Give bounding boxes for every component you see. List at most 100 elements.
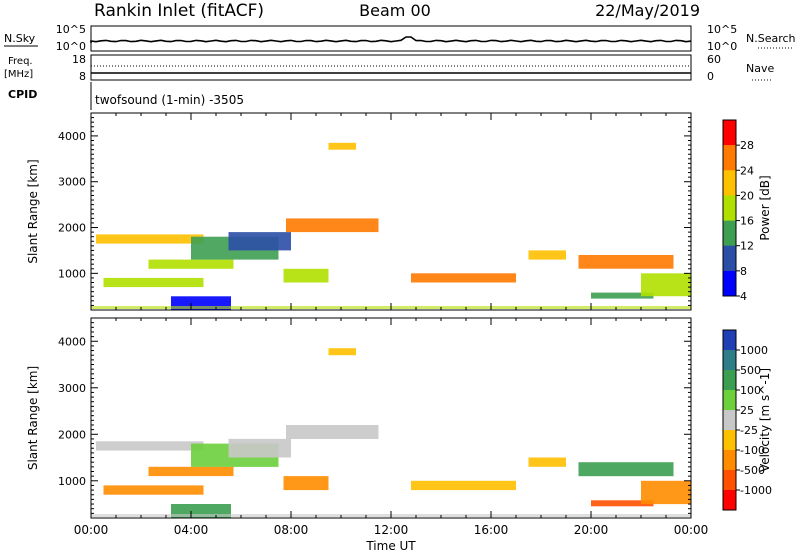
cpid-text: twofsound (1-min) -3505 bbox=[95, 93, 244, 107]
colorbar-tick-label: -25 bbox=[740, 424, 758, 437]
colorbar-segment-2 bbox=[723, 170, 736, 196]
x-tick-label: 16:00 bbox=[474, 523, 509, 537]
scatter-region-11 bbox=[578, 462, 674, 477]
scatter-region-5 bbox=[228, 232, 291, 251]
colorbar-frame bbox=[722, 119, 737, 297]
colorbar-tick-label: 28 bbox=[740, 139, 754, 152]
colorbar-tick-label: -100 bbox=[740, 444, 765, 457]
scatter-region-13 bbox=[641, 480, 691, 505]
noise-right-tick-top: 10^5 bbox=[707, 23, 737, 36]
colorbar-segment-2 bbox=[723, 370, 736, 391]
colorbar-segment-8 bbox=[723, 490, 736, 511]
colorbar-segment-1 bbox=[723, 350, 736, 371]
scatter-region-7 bbox=[283, 476, 329, 491]
scatter-region-10 bbox=[528, 457, 566, 467]
x-tick-label: 04:00 bbox=[174, 523, 209, 537]
noise-left-tick-top: 10^5 bbox=[56, 23, 86, 36]
scatter-region-6 bbox=[286, 425, 379, 439]
nave-label: Nave bbox=[746, 62, 774, 75]
colorbar-tick-label: 16 bbox=[740, 215, 754, 228]
beam-title: Beam 00 bbox=[359, 1, 431, 20]
y-tick-label: 4000 bbox=[58, 335, 86, 348]
y-tick-label: 4000 bbox=[58, 130, 86, 143]
colorbar-tick-label: 24 bbox=[740, 164, 754, 177]
colorbar-tick-label: 25 bbox=[740, 404, 754, 417]
colorbar-label: Velocity [m s^-1] bbox=[758, 368, 772, 472]
scatter-region-6 bbox=[286, 218, 379, 233]
colorbar-frame bbox=[722, 329, 737, 511]
scatter-region-9 bbox=[411, 480, 516, 491]
colorbar-tick-label: -500 bbox=[740, 464, 765, 477]
scatter-region-8 bbox=[328, 142, 356, 150]
scatter-region-1 bbox=[103, 277, 204, 288]
y-axis-label: Slant Range [km] bbox=[26, 159, 40, 263]
colorbar-segment-3 bbox=[723, 390, 736, 411]
colorbar-segment-0 bbox=[723, 330, 736, 351]
noise-panel-frame bbox=[90, 25, 692, 52]
scatter-region-11 bbox=[578, 255, 674, 269]
scatter-region-12 bbox=[591, 500, 654, 507]
x-tick-label: 12:00 bbox=[374, 523, 409, 537]
colorbar-label: Power [dB] bbox=[758, 175, 772, 240]
station-title: Rankin Inlet (fitACF) bbox=[94, 1, 264, 21]
scatter-region-1 bbox=[103, 485, 204, 495]
colorbar-segment-4 bbox=[723, 410, 736, 431]
colorbar-segment-5 bbox=[723, 245, 736, 272]
y-tick-label: 3000 bbox=[58, 176, 86, 189]
scatter-region-9 bbox=[411, 273, 516, 283]
x-tick-label: 00:00 bbox=[674, 523, 709, 537]
scatter-region-8 bbox=[328, 348, 356, 356]
colorbar-tick-label: -1000 bbox=[740, 484, 772, 497]
freq-panel-frame bbox=[90, 54, 692, 81]
noise-left-tick-bottom: 10^0 bbox=[56, 40, 86, 53]
scatter-region-0 bbox=[96, 441, 204, 451]
x-tick-label: 08:00 bbox=[274, 523, 309, 537]
scatter-region-13 bbox=[641, 273, 691, 297]
x-axis-label: Time UT bbox=[365, 539, 416, 553]
colorbar-segment-6 bbox=[723, 270, 736, 297]
scatter-region-0 bbox=[96, 234, 204, 244]
colorbar-segment-5 bbox=[723, 430, 736, 451]
scatter-region-10 bbox=[528, 250, 566, 260]
y-tick-label: 2000 bbox=[58, 222, 86, 235]
power-panel: 1000 2000 3000 4000 Slant Range [km] 28 24 20 16… bbox=[26, 112, 772, 311]
time-axis: 00:00 04:00 08:00 12:00 16:00 20:00 00:00 bbox=[74, 523, 709, 537]
y-tick-label: 3000 bbox=[58, 382, 86, 395]
colorbar-segment-6 bbox=[723, 450, 736, 471]
colorbar-tick-label: 20 bbox=[740, 189, 754, 202]
colorbar-tick-label: 1000 bbox=[740, 344, 768, 357]
colorbar-segment-0 bbox=[723, 120, 736, 146]
colorbar-tick-label: 500 bbox=[740, 364, 761, 377]
freq-label-2: [MHz] bbox=[4, 69, 33, 80]
y-tick-label: 2000 bbox=[58, 428, 86, 441]
noise-right-label: N.Search bbox=[746, 32, 796, 45]
scatter-region-2 bbox=[148, 466, 234, 477]
y-axis-label: Slant Range [km] bbox=[26, 366, 40, 470]
scatter-region-12 bbox=[591, 292, 654, 299]
colorbar-tick-label: 4 bbox=[740, 290, 747, 303]
colorbar-segment-7 bbox=[723, 470, 736, 491]
scatter-region-2 bbox=[148, 259, 234, 269]
velocity-panel: 1000 2000 3000 4000 Slant Range [km] 1000 500 1… bbox=[26, 317, 772, 519]
scatter-region-7 bbox=[283, 268, 329, 283]
noise-right-tick-bottom: 10^0 bbox=[707, 40, 737, 53]
colorbar-segment-1 bbox=[723, 145, 736, 171]
y-tick-label: 1000 bbox=[58, 475, 86, 488]
colorbar-tick-label: 12 bbox=[740, 240, 754, 253]
x-tick-label: 20:00 bbox=[574, 523, 609, 537]
noise-trace bbox=[90, 36, 692, 43]
x-tick-label: 00:00 bbox=[74, 523, 109, 537]
date-title: 22/May/2019 bbox=[595, 1, 700, 20]
colorbar-tick-label: 8 bbox=[740, 265, 747, 278]
freq-right-tick-bottom: 0 bbox=[707, 70, 714, 83]
cpid-label: CPID bbox=[8, 88, 37, 101]
y-tick-label: 1000 bbox=[58, 267, 86, 280]
scatter-region-5 bbox=[228, 438, 291, 458]
freq-left-tick-top: 18 bbox=[72, 53, 86, 66]
colorbar-segment-3 bbox=[723, 195, 736, 221]
colorbar-segment-4 bbox=[723, 220, 736, 246]
colorbar-tick-label: 100 bbox=[740, 384, 761, 397]
freq-left-tick-bottom: 8 bbox=[79, 70, 86, 83]
freq-label-1: Freq. bbox=[8, 56, 33, 67]
